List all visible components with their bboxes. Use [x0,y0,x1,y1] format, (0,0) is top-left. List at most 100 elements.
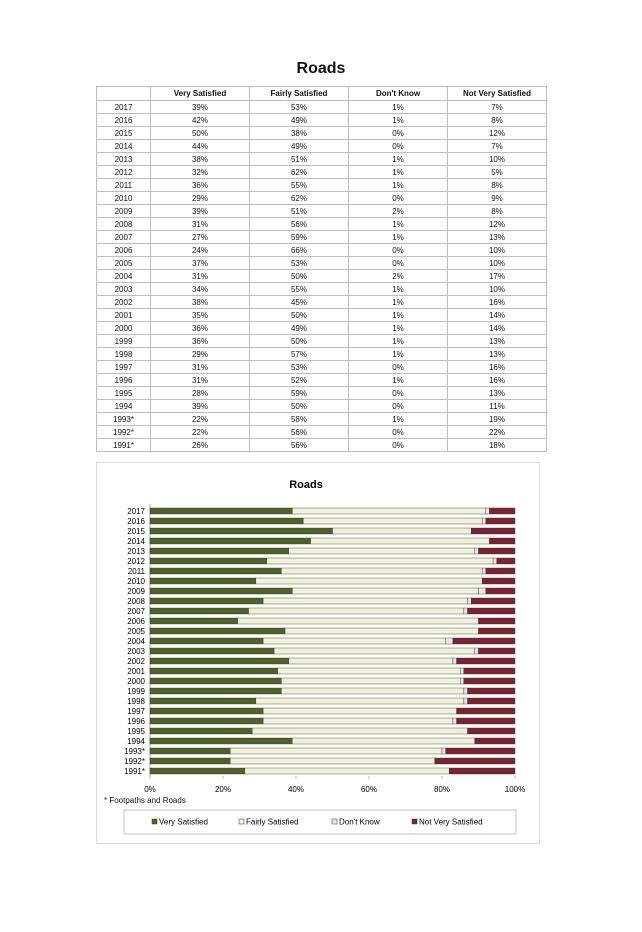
table-cell: 38% [150,152,250,166]
bar-segment [445,637,454,645]
bar-segment [149,637,264,645]
table-year-cell: 2005 [96,256,151,270]
table-cell: 1% [348,347,448,361]
table-cell: 66% [249,243,349,257]
table-cell: 0% [348,191,448,205]
table-cell: 1% [348,217,448,231]
bar-segment [149,647,275,655]
table-row: 1991* 26% 56% 0% 18% [96,438,547,452]
table-cell: 38% [150,295,250,309]
bar-segment [485,567,516,575]
bar-segment [288,657,454,665]
table-cell: 38% [249,126,349,140]
bar-segment [478,627,516,635]
table-row: 2016 42% 49% 1% 8% [96,113,547,127]
table-cell: 0% [348,126,448,140]
bar-segment [273,647,476,655]
y-tick-label: 2003 [127,647,145,656]
table-cell: 13% [447,334,547,348]
bar-segment [255,697,465,705]
table-row: 1993* 22% 58% 1% 19% [96,412,547,426]
table-cell: 10% [447,152,547,166]
bar-segment [471,597,516,605]
table-cell: 0% [348,399,448,413]
bar-segment [463,607,468,615]
table-cell: 58% [249,412,349,426]
table-cell: 56% [249,438,349,452]
table-row: 2008 31% 56% 1% 12% [96,217,547,231]
table-cell: 50% [150,126,250,140]
bar-segment [292,587,479,595]
table-cell: 1% [348,230,448,244]
table-row: 2001 35% 50% 1% 14% [96,308,547,322]
legend-label: Fairly Satisfied [246,818,298,827]
bar-segment [452,717,457,725]
table-cell: 51% [249,152,349,166]
legend-swatch [238,818,245,825]
table-year-cell: 2006 [96,243,151,257]
table-row: 2012 32% 62% 1% 5% [96,165,547,179]
table-row: 2000 36% 49% 1% 14% [96,321,547,335]
legend-swatch [331,818,338,825]
bar-segment [474,647,479,655]
table-cell: 45% [249,295,349,309]
table-cell: 50% [249,399,349,413]
table-row: 1996 31% 52% 1% 16% [96,373,547,387]
table-cell: 29% [150,191,250,205]
table-cell: 8% [447,113,547,127]
table-row: 2007 27% 59% 1% 13% [96,230,547,244]
table-cell: 5% [447,165,547,179]
bar-segment [149,717,264,725]
table-year-cell: 1994 [96,399,151,413]
bar-segment [149,557,268,565]
bar-segment [237,617,479,625]
y-tick-label: 2015 [127,527,145,536]
table-cell: 9% [447,191,547,205]
table-row: 2015 50% 38% 0% 12% [96,126,547,140]
y-tick-label: 2008 [127,597,145,606]
bar-segment [463,697,468,705]
bar-segment [456,707,516,715]
table-row: 2003 34% 55% 1% 10% [96,282,547,296]
legend-box [123,809,517,835]
table-cell: 0% [348,360,448,374]
bar-segment [478,587,487,595]
table-cell: 29% [150,347,250,361]
table-cell: 16% [447,360,547,374]
bar-segment [489,537,516,545]
bar-segment [281,677,461,685]
table-cell: 10% [447,256,547,270]
bar-segment [288,547,476,555]
table-year-cell: 2012 [96,165,151,179]
table-cell: 31% [150,217,250,231]
bar-segment [434,757,516,765]
y-tick-label: 2000 [127,677,145,686]
table-cell: 8% [447,178,547,192]
bar-segment [467,607,516,615]
table-cell: 62% [249,165,349,179]
table-cell: 12% [447,126,547,140]
bar-segment [230,747,443,755]
table-cell: 59% [249,386,349,400]
table-cell: 32% [150,165,250,179]
bar-segment [149,757,231,765]
table-cell: 1% [348,165,448,179]
chart-frame [96,462,540,844]
bar-segment [149,537,311,545]
page-title: Roads [296,60,346,77]
table-row: 2004 31% 50% 2% 17% [96,269,547,283]
table-year-cell: 1997 [96,360,151,374]
y-tick-label: 2009 [127,587,145,596]
table-year-cell: 2003 [96,282,151,296]
bar-segment [149,617,238,625]
bar-segment [474,737,516,745]
bar-segment [452,637,516,645]
bar-segment [478,617,516,625]
bar-segment [149,727,253,735]
table-cell: 31% [150,373,250,387]
bar-segment [251,727,468,735]
bar-segment [149,597,264,605]
bar-segment [310,537,490,545]
bar-segment [460,667,465,675]
table-cell: 55% [249,178,349,192]
